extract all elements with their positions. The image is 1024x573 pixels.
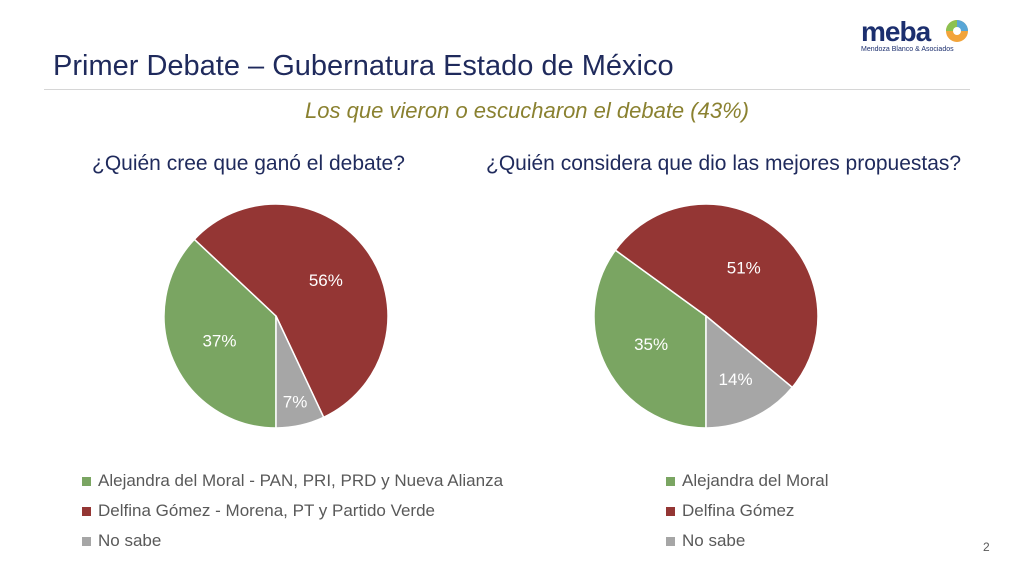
legend-left: Alejandra del Moral - PAN, PRI, PRD y Nu… xyxy=(82,469,503,559)
legend-label: No sabe xyxy=(682,531,746,550)
legend-right: Alejandra del Moral Delfina Gómez No sabe xyxy=(666,469,828,559)
pie1-label-gomez: 56% xyxy=(309,271,343,290)
meba-logo: meba Mendoza Blanco & Asociados xyxy=(858,16,978,58)
pie2-slice-gomez xyxy=(614,203,819,389)
legend1-item-no-sabe: No sabe xyxy=(82,529,503,559)
pie1-label-del-moral: 37% xyxy=(202,331,236,350)
chart-title-left: ¿Quién cree que ganó el debate? xyxy=(92,152,405,175)
page-title: Primer Debate – Gubernatura Estado de Mé… xyxy=(53,50,674,82)
legend-swatch xyxy=(666,537,675,546)
pie1-slice-gomez xyxy=(193,203,389,419)
legend-swatch xyxy=(666,477,675,486)
legend2-item-del-moral: Alejandra del Moral xyxy=(666,469,828,499)
legend2-item-gomez: Delfina Gómez xyxy=(666,499,828,529)
legend-label: Delfina Gómez xyxy=(682,501,795,520)
page-subtitle: Los que vieron o escucharon el debate (4… xyxy=(305,98,749,123)
pie2-label-no-sabe: 14% xyxy=(719,370,753,389)
logo-wordmark: meba xyxy=(861,16,931,47)
logo-tagline: Mendoza Blanco & Asociados xyxy=(861,46,954,53)
legend-label: Alejandra del Moral - PAN, PRI, PRD y Nu… xyxy=(98,471,504,490)
title-divider xyxy=(44,89,970,90)
pie2-label-del-moral: 35% xyxy=(634,335,668,354)
pie2-slice-no-sabe xyxy=(705,314,794,429)
page-number: 2 xyxy=(983,540,990,554)
legend2-item-no-sabe: No sabe xyxy=(666,529,828,559)
pie2-slice-del-moral xyxy=(593,249,707,429)
legend-label: Alejandra del Moral xyxy=(682,471,829,490)
pie2-label-gomez: 51% xyxy=(727,258,761,277)
chart-title-right: ¿Quién considera que dio las mejores pro… xyxy=(486,152,962,175)
legend-swatch xyxy=(666,507,675,516)
legend-label: Delfina Gómez - Morena, PT y Partido Ver… xyxy=(98,501,436,520)
legend1-item-gomez: Delfina Gómez - Morena, PT y Partido Ver… xyxy=(82,499,503,529)
pie1-label-no-sabe: 7% xyxy=(283,392,308,411)
legend1-item-del-moral: Alejandra del Moral - PAN, PRI, PRD y Nu… xyxy=(82,469,503,499)
legend-swatch xyxy=(82,507,91,516)
pie1-slice-no-sabe xyxy=(275,315,325,429)
legend-swatch xyxy=(82,477,91,486)
pie1-slice-del-moral xyxy=(163,238,277,429)
logo-globe-icon xyxy=(946,20,968,42)
legend-label: No sabe xyxy=(98,531,162,550)
legend-swatch xyxy=(82,537,91,546)
